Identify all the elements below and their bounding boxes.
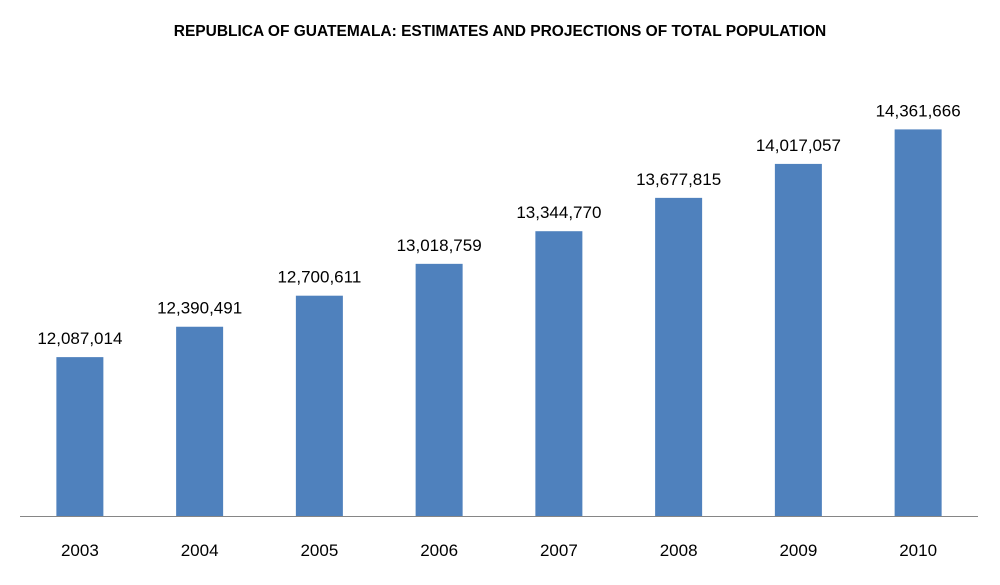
bar-2005 [295,295,343,516]
data-label-2005: 12,700,611 [277,268,361,287]
x-tick-label-2006: 2006 [420,541,458,560]
x-tick-label-2007: 2007 [540,541,578,560]
x-tick-label-2004: 2004 [181,541,219,560]
data-label-2006: 13,018,759 [397,236,482,255]
bar-2007 [535,231,583,516]
x-tick-label-2010: 2010 [899,541,937,560]
x-tick-label-2003: 2003 [61,541,99,560]
data-label-2010: 14,361,666 [876,101,961,120]
bar-2010 [894,129,942,516]
x-tick-label-2009: 2009 [779,541,817,560]
x-tick-label-2005: 2005 [300,541,338,560]
data-label-2003: 12,087,014 [37,329,122,348]
data-label-2008: 13,677,815 [636,170,721,189]
bar-2003 [56,357,104,516]
data-label-2004: 12,390,491 [157,299,242,318]
bar-2008 [655,197,703,516]
x-tick-label-2008: 2008 [660,541,698,560]
data-label-2007: 13,344,770 [516,203,601,222]
bar-2009 [774,163,822,517]
data-label-2009: 14,017,057 [756,136,841,155]
chart-title: REPUBLICA OF GUATEMALA: ESTIMATES AND PR… [174,23,826,40]
bar-2004 [176,326,224,516]
bar-2006 [415,263,463,516]
